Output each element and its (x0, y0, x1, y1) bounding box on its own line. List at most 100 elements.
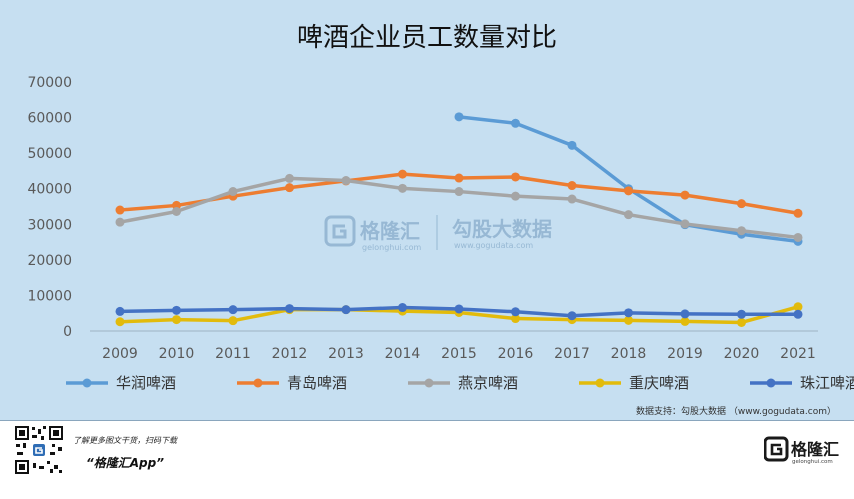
data-point (737, 309, 746, 319)
x-tick-label: 2012 (272, 346, 308, 362)
chart: 啤酒企业员工数量对比 格隆汇 gelonghui.com 勾股大数据 www.g… (27, 23, 854, 417)
brand-logo-icon (764, 436, 789, 462)
data-point (398, 303, 407, 313)
data-point (454, 173, 464, 183)
data-point (680, 219, 690, 229)
data-point (341, 176, 351, 186)
y-tick-label: 0 (63, 324, 72, 340)
x-tick-label: 2020 (724, 346, 760, 362)
x-axis: 2009 2010 2011 2012 2013 2014 2015 2016 2017 2018… (102, 346, 816, 362)
data-point (567, 140, 577, 150)
data-point (341, 305, 351, 315)
data-point (511, 172, 520, 182)
y-tick-label: 40000 (27, 182, 72, 198)
data-source: 数据支持：勾股大数据 （www.gogudata.com） (636, 405, 836, 417)
legend-item-4: 珠江啤酒 (750, 374, 854, 392)
watermark-brand: 格隆汇 (360, 219, 420, 243)
x-tick-label: 2011 (215, 346, 251, 362)
promo-text: 了解更多图文干货，扫码下载 (73, 436, 177, 445)
series-2 (115, 173, 803, 242)
data-point (624, 186, 633, 196)
brand-sub: gelonghui.com (792, 459, 833, 465)
x-tick-label: 2015 (441, 346, 477, 362)
legend-marker (766, 378, 776, 388)
data-point (793, 309, 803, 319)
y-tick-label: 10000 (27, 288, 72, 304)
x-tick-label: 2014 (385, 346, 421, 362)
legend-label: 青岛啤酒 (287, 374, 347, 392)
qr-code-icon[interactable] (14, 425, 64, 475)
plot-area (115, 112, 803, 327)
data-point (285, 183, 294, 193)
app-name: “格隆汇App” (86, 456, 164, 470)
legend-label: 燕京啤酒 (458, 374, 518, 392)
legend-label: 重庆啤酒 (629, 374, 689, 392)
data-point (511, 118, 520, 128)
data-point (285, 173, 294, 183)
data-point (172, 206, 181, 216)
data-point (511, 191, 520, 201)
watermark-partner: 勾股大数据 (452, 217, 552, 241)
data-point (454, 112, 464, 122)
legend-item-0: 华润啤酒 (66, 374, 176, 392)
legend-marker (424, 378, 434, 388)
legend-marker (253, 378, 263, 388)
y-tick-label: 70000 (27, 75, 72, 91)
data-point (115, 317, 125, 327)
data-point (793, 232, 803, 242)
data-point (737, 317, 746, 327)
y-tick-label: 60000 (27, 111, 72, 127)
data-point (680, 316, 690, 326)
data-point (680, 190, 690, 200)
data-point (793, 302, 803, 312)
brand-name: 格隆汇 (791, 440, 839, 459)
footer-divider (0, 420, 854, 421)
legend-marker (595, 378, 605, 388)
chart-title: 啤酒企业员工数量对比 (297, 23, 557, 53)
legend-item-3: 重庆啤酒 (579, 374, 689, 392)
data-point (228, 305, 238, 315)
data-point (172, 305, 181, 315)
legend-label: 华润啤酒 (116, 374, 176, 392)
data-point (624, 308, 633, 318)
watermark-brand-sub: gelonghui.com (362, 243, 421, 252)
data-point (454, 187, 464, 197)
watermark-logo-icon (324, 215, 356, 247)
data-point (454, 304, 464, 314)
y-tick-label: 30000 (27, 217, 72, 233)
series-4 (115, 303, 803, 321)
data-point (172, 315, 181, 325)
y-axis: 0 10000 20000 30000 40000 50000 60000 70000 (27, 75, 72, 340)
x-tick-label: 2009 (102, 346, 138, 362)
x-tick-label: 2013 (328, 346, 364, 362)
x-tick-label: 2016 (498, 346, 534, 362)
x-tick-label: 2021 (780, 346, 816, 362)
data-point (511, 307, 520, 317)
x-tick-label: 2018 (611, 346, 647, 362)
data-point (115, 217, 125, 227)
data-point (398, 183, 407, 193)
data-point (624, 210, 633, 220)
data-point (511, 314, 520, 324)
legend-item-2: 燕京啤酒 (408, 374, 518, 392)
data-point (567, 194, 577, 204)
legend-label: 珠江啤酒 (800, 374, 854, 392)
data-point (228, 316, 238, 326)
data-point (737, 199, 746, 209)
watermark: 格隆汇 gelonghui.com 勾股大数据 www.gogudata.com (324, 215, 552, 252)
data-point (228, 187, 238, 197)
legend: 华润啤酒 青岛啤酒 燕京啤酒 重庆啤酒 珠江啤酒 (66, 374, 854, 392)
footer: 了解更多图文干货，扫码下载 “格隆汇App” 格隆汇 gelonghui.com (0, 421, 854, 499)
data-point (793, 208, 803, 218)
y-tick-label: 50000 (27, 146, 72, 162)
legend-item-1: 青岛啤酒 (237, 374, 347, 392)
data-point (115, 205, 125, 215)
y-tick-label: 20000 (27, 253, 72, 269)
data-point (285, 304, 294, 314)
watermark-partner-url: www.gogudata.com (454, 241, 533, 250)
x-tick-label: 2019 (667, 346, 703, 362)
x-tick-label: 2017 (554, 346, 590, 362)
data-point (624, 315, 633, 325)
data-point (567, 311, 577, 321)
data-point (737, 226, 746, 236)
